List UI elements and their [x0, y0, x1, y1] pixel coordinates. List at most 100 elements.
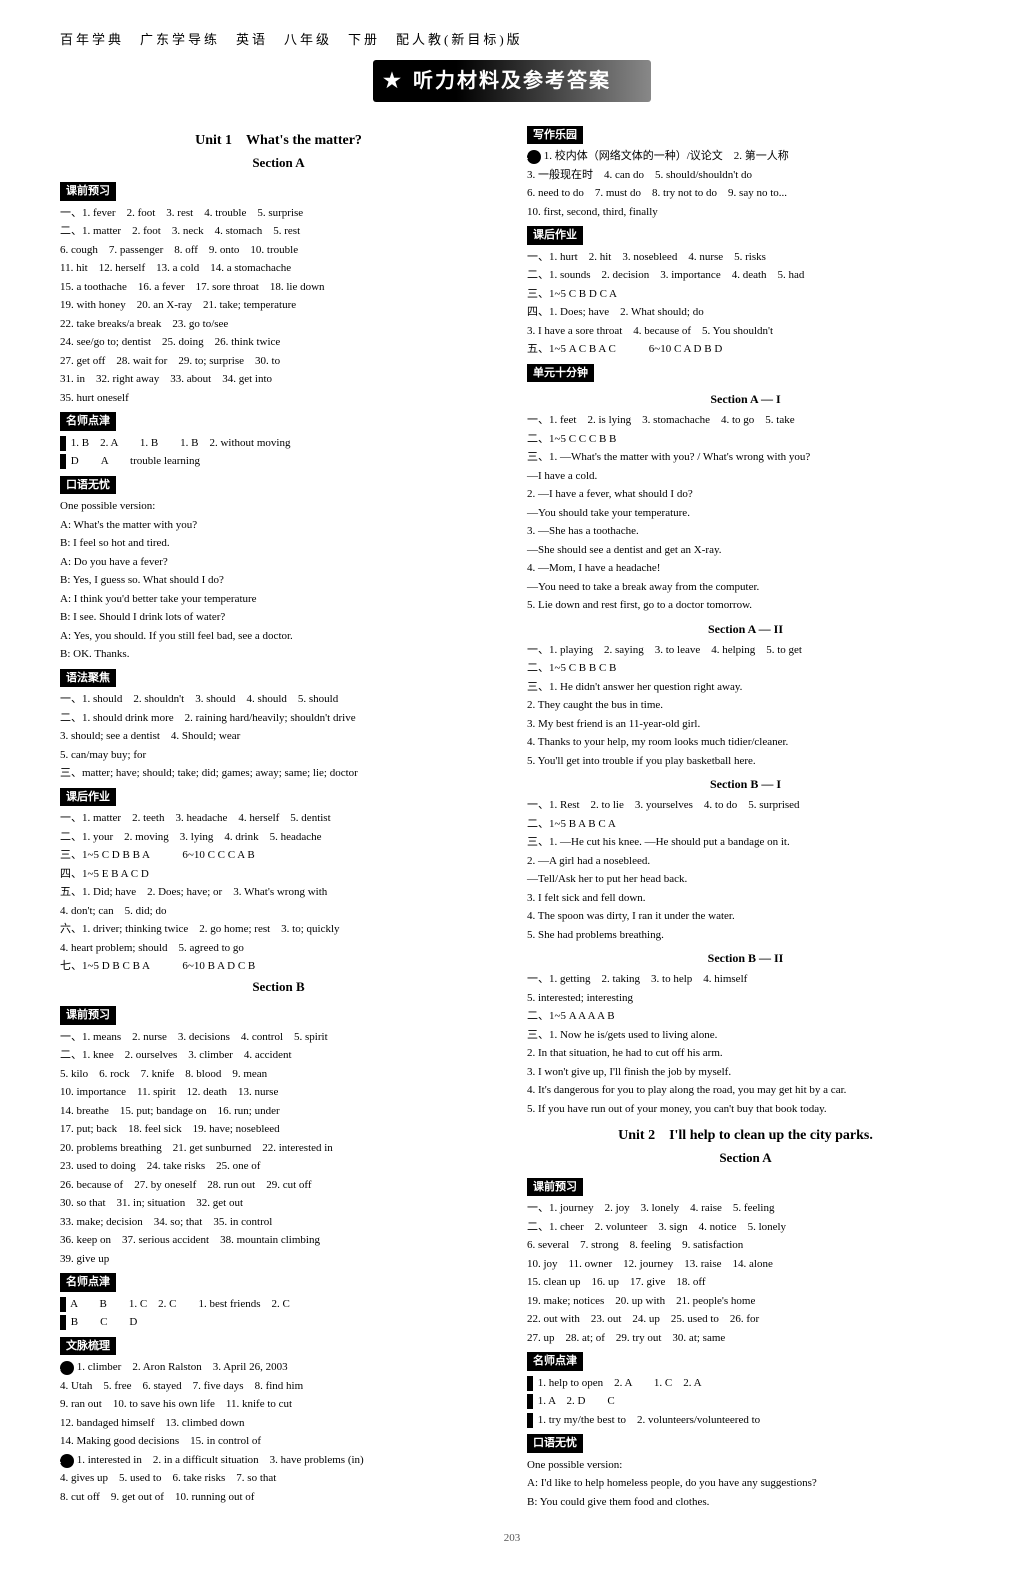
answer-line: 一、1. playing 2. saying 3. to leave 4. he… [527, 642, 964, 659]
answer-line: 5. If you have run out of your money, yo… [527, 1101, 964, 1118]
text: 1. try my/the best to 2. volunteers/volu… [538, 1414, 760, 1426]
intro-line: One possible version: [60, 498, 497, 515]
answer-line: 30. so that 31. in; situation 32. get ou… [60, 1195, 497, 1212]
tag-danyuan: 单元十分钟 [527, 364, 594, 383]
answer-line: 4. Utah 5. free 6. stayed 7. five days 8… [60, 1378, 497, 1395]
answer-line: 二、1~5 C C C B B [527, 431, 964, 448]
unit2-title: Unit 2 I'll help to clean up the city pa… [527, 1125, 964, 1146]
text: 1. B 2. A 1. B 1. B 2. without moving [71, 437, 291, 449]
answer-line: 3. My best friend is an 11-year-old girl… [527, 716, 964, 733]
tag-keqian3: 课前预习 [527, 1178, 583, 1197]
section-a1-title: Section A — I [527, 390, 964, 408]
answer-line: 22. take breaks/a break 23. go to/see [60, 316, 497, 333]
answer-line: 3. 一般现在时 4. can do 5. should/shouldn't d… [527, 167, 964, 184]
u2-section-a-title: Section A [527, 1148, 964, 1168]
answer-line: —You should take your temperature. [527, 505, 964, 522]
answer-line: 三、1. —He cut his knee. —He should put a … [527, 834, 964, 851]
text: 1. climber 2. Aron Ralston 3. April 26, … [77, 1361, 288, 1373]
answer-line: 二、1~5 C B B C B [527, 660, 964, 677]
answer-line: 4. Thanks to your help, my room looks mu… [527, 734, 964, 751]
answer-line: 二、1. cheer 2. volunteer 3. sign 4. notic… [527, 1219, 964, 1236]
answer-line: 一、1. hurt 2. hit 3. nosebleed 4. nurse 5… [527, 249, 964, 266]
answer-line: 12. bandaged himself 13. climbed down [60, 1415, 497, 1432]
answer-line: 二、1. sounds 2. decision 3. importance 4.… [527, 267, 964, 284]
tag-keqian2: 课前预习 [60, 1006, 116, 1025]
dialogue-line: A: I think you'd better take your temper… [60, 591, 497, 608]
answer-line: 2 1. interested in 2. in a difficult sit… [60, 1452, 497, 1469]
answer-line: 3. I have a sore throat 4. because of 5.… [527, 323, 964, 340]
answer-line: 20. problems breathing 21. get sunburned… [60, 1140, 497, 1157]
answer-line: 一、1. fever 2. foot 3. rest 4. trouble 5.… [60, 205, 497, 222]
answer-line: 15. a toothache 16. a fever 17. sore thr… [60, 279, 497, 296]
answer-line: 3. I felt sick and fell down. [527, 890, 964, 907]
tag-keqian: 课前预习 [60, 182, 116, 201]
answer-line: I 1. help to open 2. A 1. C 2. A [527, 1375, 964, 1392]
answer-line: 3. —She has a toothache. [527, 523, 964, 540]
answer-line: 17. put; back 18. feel sick 19. have; no… [60, 1121, 497, 1138]
text: 1. A 2. D C [538, 1395, 615, 1407]
answer-line: 27. get off 28. wait for 29. to; surpris… [60, 353, 497, 370]
answer-line: 9. ran out 10. to save his own life 11. … [60, 1396, 497, 1413]
answer-line: 14. Making good decisions 15. in control… [60, 1433, 497, 1450]
dialogue-line: A: I'd like to help homeless people, do … [527, 1475, 964, 1492]
answer-line: 一、1. matter 2. teeth 3. headache 4. hers… [60, 810, 497, 827]
answer-line: 三、1. Now he is/gets used to living alone… [527, 1027, 964, 1044]
tag-wenmai: 文脉梳理 [60, 1337, 116, 1356]
section-b-title: Section B [60, 977, 497, 997]
answer-line: 2. In that situation, he had to cut off … [527, 1045, 964, 1062]
tag-xiezuo: 写作乐园 [527, 126, 583, 145]
answer-line: —I have a cold. [527, 468, 964, 485]
answer-line: 5. can/may buy; for [60, 747, 497, 764]
answer-line: 19. make; notices 20. up with 21. people… [527, 1293, 964, 1310]
banner: 听力材料及参考答案 [60, 60, 964, 102]
answer-line: 15. clean up 16. up 17. give 18. off [527, 1274, 964, 1291]
answer-line: 一、1. should 2. shouldn't 3. should 4. sh… [60, 691, 497, 708]
answer-line: 4. heart problem; should 5. agreed to go [60, 940, 497, 957]
text: D A trouble learning [71, 455, 200, 467]
section-a2-title: Section A — II [527, 620, 964, 638]
answer-line: 23. used to doing 24. take risks 25. one… [60, 1158, 497, 1175]
answer-line: 一、1. means 2. nurse 3. decisions 4. cont… [60, 1029, 497, 1046]
unit1-title: Unit 1 What's the matter? [60, 130, 497, 151]
dialogue-line: B: You could give them food and clothes. [527, 1494, 964, 1511]
dialogue-line: A: What's the matter with you? [60, 517, 497, 534]
tag-kouyu: 口语无忧 [60, 476, 116, 495]
text: 1. help to open 2. A 1. C 2. A [538, 1377, 702, 1389]
answer-line: 5. Lie down and rest first, go to a doct… [527, 597, 964, 614]
answer-line: 二、1. matter 2. foot 3. neck 4. stomach 5… [60, 223, 497, 240]
answer-line: 14. breathe 15. put; bandage on 16. run;… [60, 1103, 497, 1120]
text: A B 1. C 2. C 1. best friends 2. C [70, 1298, 290, 1310]
answer-line: 5 B C D [60, 1314, 497, 1331]
answer-line: 2. —A girl had a nosebleed. [527, 853, 964, 870]
answer-line: 10. joy 11. owner 12. journey 13. raise … [527, 1256, 964, 1273]
tag-kehou: 课后作业 [60, 788, 116, 807]
answer-line: 五、1. Did; have 2. Does; have; or 3. What… [60, 884, 497, 901]
tag-mingshi3: 名师点津 [527, 1352, 583, 1371]
text: B C D [71, 1316, 138, 1328]
answer-line: 4. —Mom, I have a headache! [527, 560, 964, 577]
answer-line: I 1. B 2. A 1. B 1. B 2. without moving [60, 435, 497, 452]
intro-line: One possible version: [527, 1457, 964, 1474]
answer-line: 七、1~5 D B C B A 6~10 B A D C B [60, 958, 497, 975]
answer-line: 19. with honey 20. an X-ray 21. take; te… [60, 297, 497, 314]
answer-line: I A B 1. C 2. C 1. best friends 2. C [60, 1296, 497, 1313]
answer-line: 3. should; see a dentist 4. Should; wear [60, 728, 497, 745]
answer-line: 4. It's dangerous for you to play along … [527, 1082, 964, 1099]
page-number: 203 [60, 1530, 964, 1547]
text: 1. interested in 2. in a difficult situa… [77, 1454, 364, 1466]
answer-line: 26. because of 27. by oneself 28. run ou… [60, 1177, 497, 1194]
tag-mingshi: 名师点津 [60, 412, 116, 431]
answer-line: 三、1~5 C B D C A [527, 286, 964, 303]
dialogue-line: A: Do you have a fever? [60, 554, 497, 571]
answer-line: 四、1~5 E B A C D [60, 866, 497, 883]
answer-line: 1 1. climber 2. Aron Ralston 3. April 26… [60, 1359, 497, 1376]
answer-line: 10. importance 11. spirit 12. death 13. … [60, 1084, 497, 1101]
dialogue-line: B: I feel so hot and tired. [60, 535, 497, 552]
answer-line: —Tell/Ask her to put her head back. [527, 871, 964, 888]
answer-line: 6. cough 7. passenger 8. off 9. onto 10.… [60, 242, 497, 259]
dialogue-line: A: Yes, you should. If you still feel ba… [60, 628, 497, 645]
answer-line: 二、1. knee 2. ourselves 3. climber 4. acc… [60, 1047, 497, 1064]
answer-line: —You need to take a break away from the … [527, 579, 964, 596]
section-b1-title: Section B — I [527, 775, 964, 793]
answer-line: 二、1. your 2. moving 3. lying 4. drink 5.… [60, 829, 497, 846]
